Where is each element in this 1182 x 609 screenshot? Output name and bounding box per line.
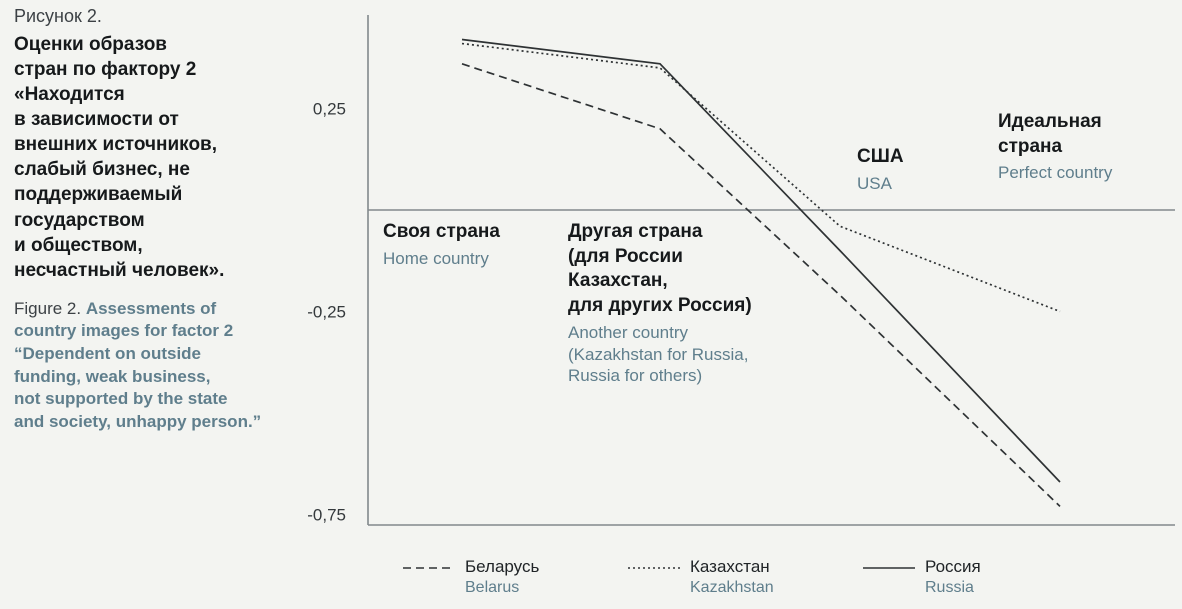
legend-label-ru: Россия xyxy=(925,557,981,576)
plot-area: 0,25 -0,25 -0,75 xyxy=(307,15,1175,526)
category-ru: Другая страна (для России Казахстан, для… xyxy=(568,221,752,317)
legend-item-russia: Россия Russia xyxy=(863,556,981,598)
category-ru: Идеальная страна xyxy=(998,111,1102,157)
figure-caption: Рисунок 2. Оценки образов стран по факто… xyxy=(14,6,362,433)
category-en: USA xyxy=(857,173,892,193)
legend-label-en: Kazakhstan xyxy=(690,578,774,596)
category-ru: США xyxy=(857,146,904,167)
svg-text:0,25: 0,25 xyxy=(313,100,346,119)
svg-text:-0,75: -0,75 xyxy=(307,506,346,525)
category-ru: Своя страна xyxy=(383,221,500,242)
category-en: Another country (Kazakhstan for Russia, … xyxy=(568,322,749,386)
legend-line-sample-dotted xyxy=(628,567,680,569)
category-label-perfect-country: Идеальная страна Perfect country xyxy=(998,110,1112,184)
legend-labels: Беларусь Belarus xyxy=(465,556,539,598)
line-chart: 0,25 -0,25 -0,75 Своя страна Home country … xyxy=(280,0,1182,545)
category-en: Perfect country xyxy=(998,163,1113,183)
category-label-usa: США USA xyxy=(857,145,904,194)
category-label-home-country: Своя страна Home country xyxy=(383,220,500,269)
legend-label-en: Russia xyxy=(925,578,974,596)
figure-title-ru: Оценки образов стран по фактору 2 «Наход… xyxy=(14,34,225,281)
legend-label-ru: Казахстан xyxy=(690,557,770,576)
legend-line-sample-solid xyxy=(863,567,915,569)
legend-label-en: Belarus xyxy=(465,578,520,596)
legend-labels: Россия Russia xyxy=(925,556,981,598)
svg-text:-0,25: -0,25 xyxy=(307,303,346,322)
legend-item-belarus: Беларусь Belarus xyxy=(403,556,539,598)
figure-label-ru: Рисунок 2. xyxy=(14,6,102,26)
legend-label-ru: Беларусь xyxy=(465,557,540,576)
category-label-another-country: Другая страна (для России Казахстан, для… xyxy=(568,220,752,387)
legend-line-sample-dashed xyxy=(403,567,455,569)
category-en: Home country xyxy=(383,248,489,268)
figure-title-en: Assessments of country images for factor… xyxy=(14,298,262,431)
figure-caption-en: Figure 2. Assessments of country images … xyxy=(14,298,362,434)
legend-labels: Казахстан Kazakhstan xyxy=(690,556,774,598)
legend-item-kazakhstan: Казахстан Kazakhstan xyxy=(628,556,774,598)
figure-label-en: Figure 2. xyxy=(14,298,82,318)
chart-legend: Беларусь Belarus Казахстан Kazakhstan Ро… xyxy=(0,556,1182,609)
